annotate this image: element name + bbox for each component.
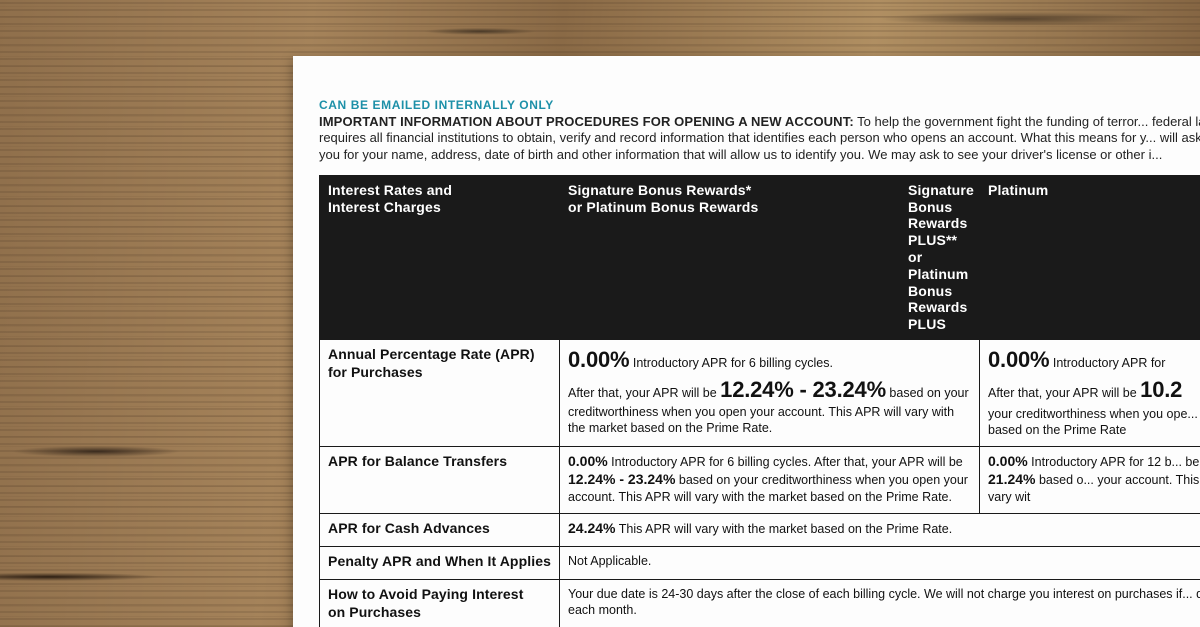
rate-note: Introductory APR for 6 billing cycles. <box>629 356 833 370</box>
rates-table-header: Interest Rates and Interest Charges Sign… <box>320 175 1200 339</box>
col-header-sig-bonus-l1: Signature Bonus Rewards* <box>568 182 751 198</box>
rate-big: 0.00% <box>988 347 1049 372</box>
rate-followup: After that, your APR will be 12.24% - 23… <box>568 376 971 436</box>
col-header-sig-bonus-l2: or Platinum Bonus Rewards <box>568 199 758 215</box>
row-label-avoid: How to Avoid Paying Interest on Purchase… <box>320 579 560 627</box>
row-label-apr-purchases: Annual Percentage Rate (APR) for Purchas… <box>320 339 560 446</box>
cell-avoid: Your due date is 24-30 days after the cl… <box>560 579 1200 627</box>
rate-text: Introductory APR for 12 b... be <box>1028 455 1200 469</box>
intro-paragraph: IMPORTANT INFORMATION ABOUT PROCEDURES F… <box>319 114 1200 163</box>
cell-apr-purchases-a: 0.00% Introductory APR for 6 billing cyc… <box>560 339 980 446</box>
rate-big: 0.00% <box>568 347 629 372</box>
rate-pre: After that, your APR will be <box>568 386 720 400</box>
table-row: How to Avoid Paying Interest on Purchase… <box>320 579 1200 627</box>
rate-mid: 12.24% - 23.24% <box>568 471 675 487</box>
rates-table: Interest Rates and Interest Charges Sign… <box>319 175 1200 627</box>
col-header-sig-bonus: Signature Bonus Rewards* or Platinum Bon… <box>560 175 900 339</box>
col-header-interest-l1: Interest Rates and <box>328 182 452 198</box>
row-label-text: on Purchases <box>328 604 421 620</box>
row-label-apr-balance: APR for Balance Transfers <box>320 447 560 514</box>
cell-penalty: Not Applicable. <box>560 546 1200 579</box>
wood-background: CAN BE EMAILED INTERNALLY ONLY IMPORTANT… <box>0 0 1200 627</box>
rate-mid: 0.00% <box>988 453 1028 469</box>
rate-mid: 24.24% <box>568 520 615 536</box>
cell-apr-balance-c: 0.00% Introductory APR for 12 b... be 10… <box>980 447 1200 514</box>
rate-mid: 0.00% <box>568 453 608 469</box>
rate-text: This APR will vary with the market based… <box>615 522 952 536</box>
col-header-interest: Interest Rates and Interest Charges <box>320 175 560 339</box>
row-label-apr-cash: APR for Cash Advances <box>320 514 560 547</box>
col-header-interest-l2: Interest Charges <box>328 199 441 215</box>
col-header-sig-bonus-plus-l2: or Platinum Bonus Rewards PLUS <box>908 249 968 332</box>
table-row: APR for Cash Advances 24.24% This APR wi… <box>320 514 1200 547</box>
table-row: Penalty APR and When It Applies Not Appl… <box>320 546 1200 579</box>
rate-pre: After that, your APR will be <box>988 386 1140 400</box>
row-label-text: Annual Percentage Rate (APR) <box>328 346 535 362</box>
row-label-text: for Purchases <box>328 364 423 380</box>
rate-note: Introductory APR for <box>1049 356 1165 370</box>
cell-apr-balance-a: 0.00% Introductory APR for 6 billing cyc… <box>560 447 980 514</box>
table-row: APR for Balance Transfers 0.00% Introduc… <box>320 447 1200 514</box>
cell-apr-cash: 24.24% This APR will vary with the marke… <box>560 514 1200 547</box>
cell-apr-purchases-c: 0.00% Introductory APR for After that, y… <box>980 339 1200 446</box>
row-label-penalty: Penalty APR and When It Applies <box>320 546 560 579</box>
confidentiality-notice: CAN BE EMAILED INTERNALLY ONLY <box>319 98 1200 112</box>
col-header-platinum: Platinum <box>980 175 1200 339</box>
rate-big: 12.24% - 23.24% <box>720 377 886 402</box>
rate-followup: After that, your APR will be 10.2 your c… <box>988 376 1200 438</box>
table-row: Annual Percentage Rate (APR) for Purchas… <box>320 339 1200 446</box>
col-header-sig-bonus-plus: Signature Bonus Rewards PLUS** or Platin… <box>900 175 980 339</box>
rate-big: 10.2 <box>1140 377 1182 402</box>
rate-text: Introductory APR for 6 billing cycles. A… <box>608 455 963 469</box>
rate-tail: your creditworthiness when you ope... th… <box>988 406 1200 438</box>
row-label-text: How to Avoid Paying Interest <box>328 586 523 602</box>
disclosure-document: CAN BE EMAILED INTERNALLY ONLY IMPORTANT… <box>293 56 1200 627</box>
intro-lead: IMPORTANT INFORMATION ABOUT PROCEDURES F… <box>319 114 854 129</box>
col-header-sig-bonus-plus-l1: Signature Bonus Rewards PLUS** <box>908 182 974 248</box>
